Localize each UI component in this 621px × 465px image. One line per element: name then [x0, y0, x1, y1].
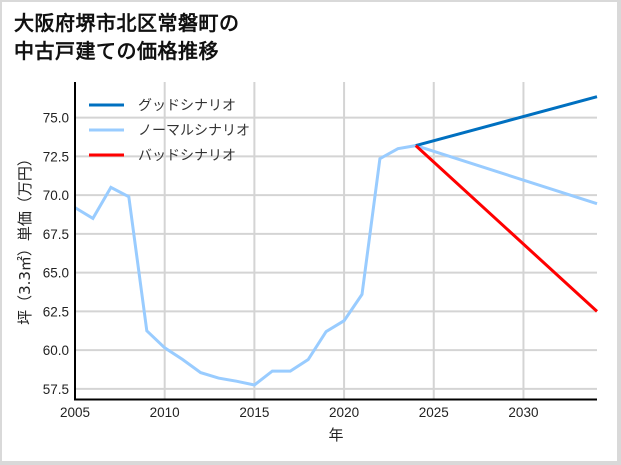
x-tick-label: 2020 [329, 405, 359, 420]
chart-title: 大阪府堺市北区常磐町の 中古戸建ての価格推移 [14, 9, 240, 65]
y-tick-label: 72.5 [43, 149, 69, 164]
y-tick-label: 67.5 [43, 227, 69, 242]
series-line [74, 144, 598, 387]
series-line [414, 144, 599, 313]
x-tick-labels: 2005 2010 2015 2020 2025 2030 [60, 405, 539, 420]
y-tick-labels: 57.5 60.0 62.5 65.0 67.5 70.0 72.5 75.0 [43, 111, 69, 397]
chart-frame [2, 2, 617, 461]
legend-label: バッドシナリオ [138, 148, 236, 164]
x-tick-label: 2030 [508, 405, 538, 420]
legend-label: グッドシナリオ [138, 98, 236, 114]
legend-label: ノーマルシナリオ [138, 123, 250, 139]
y-tick-label: 60.0 [43, 343, 69, 358]
grid-lines [75, 82, 597, 399]
x-tick-label: 2025 [419, 405, 449, 420]
x-tick-label: 2010 [150, 405, 180, 420]
y-tick-label: 75.0 [43, 111, 69, 126]
x-axis-label: 年 [328, 426, 343, 444]
y-tick-label: 62.5 [43, 304, 69, 319]
x-tick-label: 2005 [60, 405, 90, 420]
x-tick-label: 2015 [239, 405, 269, 420]
axes [74, 82, 597, 401]
y-tick-label: 57.5 [43, 382, 69, 397]
chart-title-line-2: 中古戸建ての価格推移 [14, 39, 219, 63]
y-tick-label: 65.0 [43, 266, 69, 281]
chart-title-line-1: 大阪府堺市北区常磐町の [14, 11, 240, 35]
data-lines [74, 95, 599, 387]
y-axis-label: 坪（3.3㎡）単価（万円） [16, 151, 34, 325]
series-line [415, 95, 598, 148]
y-tick-label: 70.0 [43, 188, 69, 203]
